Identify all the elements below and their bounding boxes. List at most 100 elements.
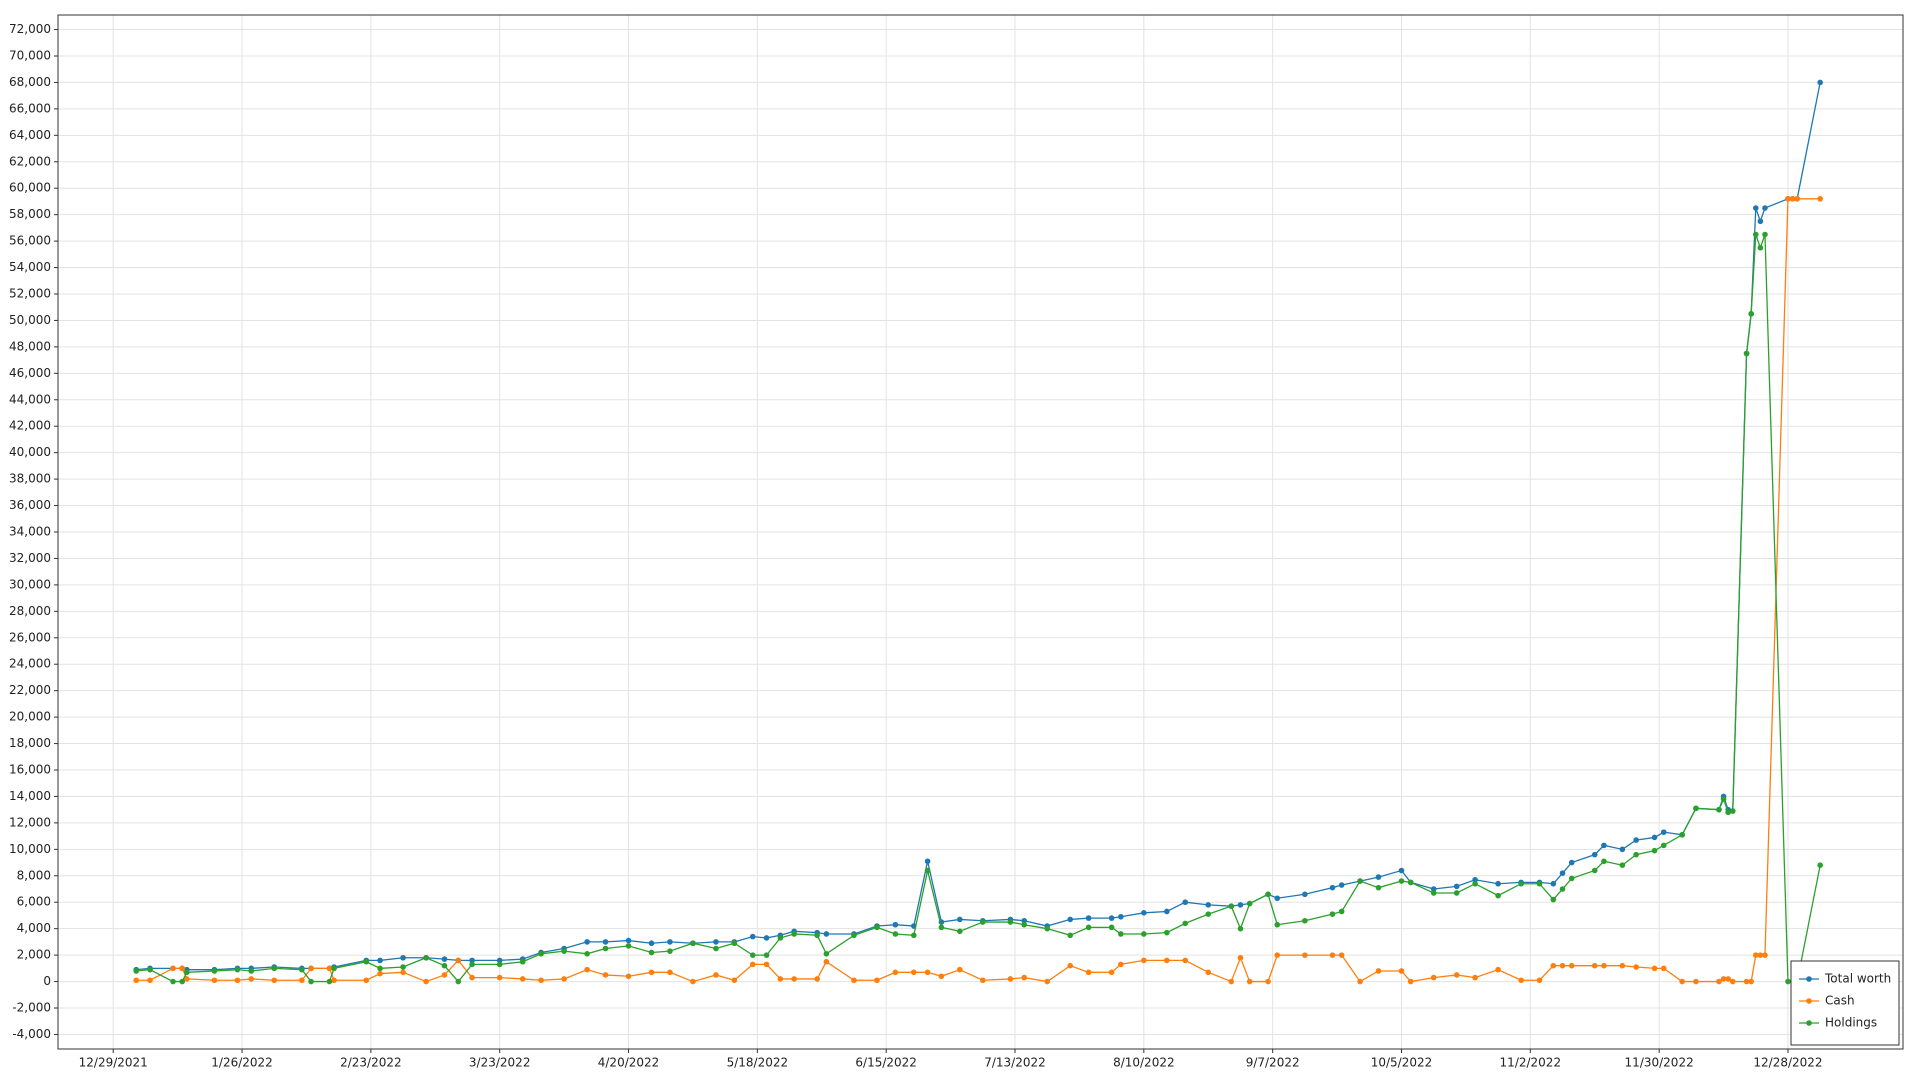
data-point <box>749 961 756 968</box>
data-point <box>791 931 797 937</box>
data-point <box>1302 952 1308 958</box>
y-tick-label: 32,000 <box>9 551 51 565</box>
data-point <box>1007 919 1014 925</box>
data-point <box>924 858 931 865</box>
data-point <box>1141 957 1147 964</box>
data-point <box>1633 964 1639 970</box>
data-point <box>749 933 756 940</box>
data-point <box>538 950 544 957</box>
data-point <box>1536 977 1543 984</box>
data-point <box>561 948 567 954</box>
data-point <box>1601 962 1607 969</box>
data-point <box>1302 917 1308 924</box>
data-point <box>1693 978 1699 985</box>
data-point <box>763 961 770 968</box>
data-point <box>170 965 176 972</box>
data-point <box>814 976 820 982</box>
data-point <box>1633 851 1639 858</box>
data-point <box>874 924 880 931</box>
data-point <box>1085 924 1092 931</box>
y-tick-label: 72,000 <box>9 22 51 36</box>
data-point <box>731 940 738 947</box>
data-point <box>625 937 632 944</box>
y-tick-label: 68,000 <box>9 75 51 89</box>
data-point <box>561 976 567 982</box>
data-point <box>1725 976 1731 982</box>
data-point <box>791 976 797 982</box>
data-point <box>248 968 255 974</box>
data-point <box>423 978 429 985</box>
data-point <box>625 973 632 980</box>
data-point <box>1743 350 1750 357</box>
data-point <box>1108 915 1115 921</box>
data-point <box>1619 962 1626 969</box>
data-point <box>713 945 719 952</box>
data-point <box>538 977 544 984</box>
data-point <box>823 931 830 937</box>
data-point <box>1725 809 1731 816</box>
data-point <box>469 974 475 981</box>
data-point <box>763 952 770 958</box>
data-point <box>331 977 337 984</box>
y-tick-label: 0 <box>43 974 51 988</box>
data-point <box>326 965 333 972</box>
data-point <box>690 978 696 985</box>
data-point <box>147 966 153 973</box>
data-point <box>1817 195 1823 202</box>
data-point <box>1085 969 1092 976</box>
data-point <box>1007 976 1014 982</box>
data-point <box>1398 878 1405 884</box>
data-point <box>1716 806 1722 813</box>
data-point <box>496 957 503 964</box>
y-tick-label: 60,000 <box>9 181 51 195</box>
y-tick-label: 8,000 <box>17 868 51 882</box>
data-point <box>455 957 462 964</box>
data-point <box>1752 231 1759 238</box>
data-point <box>1118 913 1124 920</box>
data-point <box>1601 858 1607 865</box>
data-point <box>326 978 333 985</box>
data-point <box>1329 911 1336 917</box>
y-tick-label: 18,000 <box>9 736 51 750</box>
data-point <box>1591 962 1598 969</box>
data-point <box>1568 875 1575 882</box>
y-tick-label: 30,000 <box>9 577 51 591</box>
data-point <box>1752 205 1759 211</box>
data-point <box>814 932 820 939</box>
y-tick-label: 54,000 <box>9 260 51 274</box>
data-point <box>980 919 986 925</box>
data-point <box>1785 978 1791 985</box>
data-point <box>496 961 503 968</box>
data-point <box>308 978 314 985</box>
data-point <box>1430 890 1437 896</box>
x-tick-label: 1/26/2022 <box>211 1056 273 1070</box>
data-point <box>400 969 406 976</box>
data-point <box>211 968 218 974</box>
data-point <box>1141 931 1147 937</box>
data-point <box>1375 884 1382 891</box>
data-point <box>1430 886 1437 892</box>
y-tick-label: 12,000 <box>9 815 51 829</box>
data-point <box>1302 891 1308 898</box>
data-point <box>1757 218 1764 225</box>
data-point <box>1752 952 1759 958</box>
x-tick-label: 12/28/2022 <box>1753 1056 1822 1070</box>
plot-frame <box>57 14 1904 1050</box>
y-tick-label: 28,000 <box>9 604 51 618</box>
data-point <box>1108 969 1115 976</box>
data-point <box>1660 829 1667 835</box>
data-point <box>625 943 632 949</box>
data-point <box>1357 878 1363 884</box>
data-point <box>1472 880 1478 887</box>
data-point <box>1237 902 1244 908</box>
data-point <box>1265 891 1271 898</box>
data-point <box>1762 205 1768 211</box>
data-point <box>1228 903 1235 909</box>
data-point <box>299 966 305 973</box>
data-point <box>956 916 963 923</box>
data-point <box>1817 862 1823 869</box>
x-tick-label: 3/23/2022 <box>469 1056 531 1070</box>
y-tick-label: 56,000 <box>9 234 51 248</box>
x-tick-label: 11/30/2022 <box>1625 1056 1694 1070</box>
